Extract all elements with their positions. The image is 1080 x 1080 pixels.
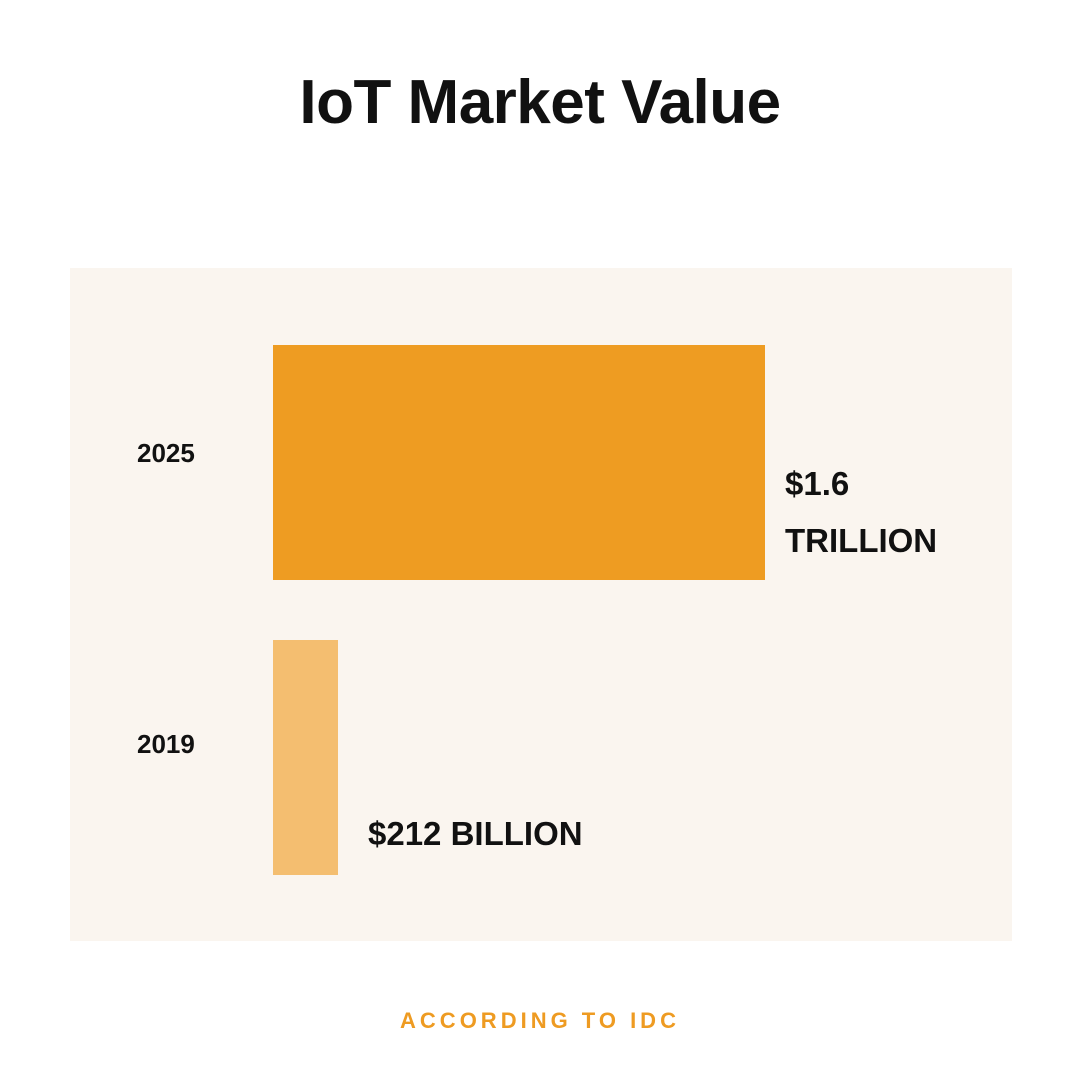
- category-label-2019: 2019: [137, 729, 195, 759]
- chart-panel: 2025 $1.6 TRILLION 2019 $212 BILLION: [70, 268, 1012, 941]
- bar-2025: [273, 345, 765, 580]
- bar-2019: [273, 640, 338, 875]
- bar-chart: 2025 $1.6 TRILLION 2019 $212 BILLION: [137, 345, 937, 875]
- value-label-2025-line-1: $1.6: [785, 465, 849, 502]
- category-label-2025: 2025: [137, 438, 195, 468]
- value-label-2019: $212 BILLION: [368, 815, 583, 852]
- chart-title: IoT Market Value: [299, 68, 781, 137]
- value-label-2025-line-2: TRILLION: [785, 522, 937, 559]
- source-note: ACCORDING TO IDC: [400, 1008, 680, 1033]
